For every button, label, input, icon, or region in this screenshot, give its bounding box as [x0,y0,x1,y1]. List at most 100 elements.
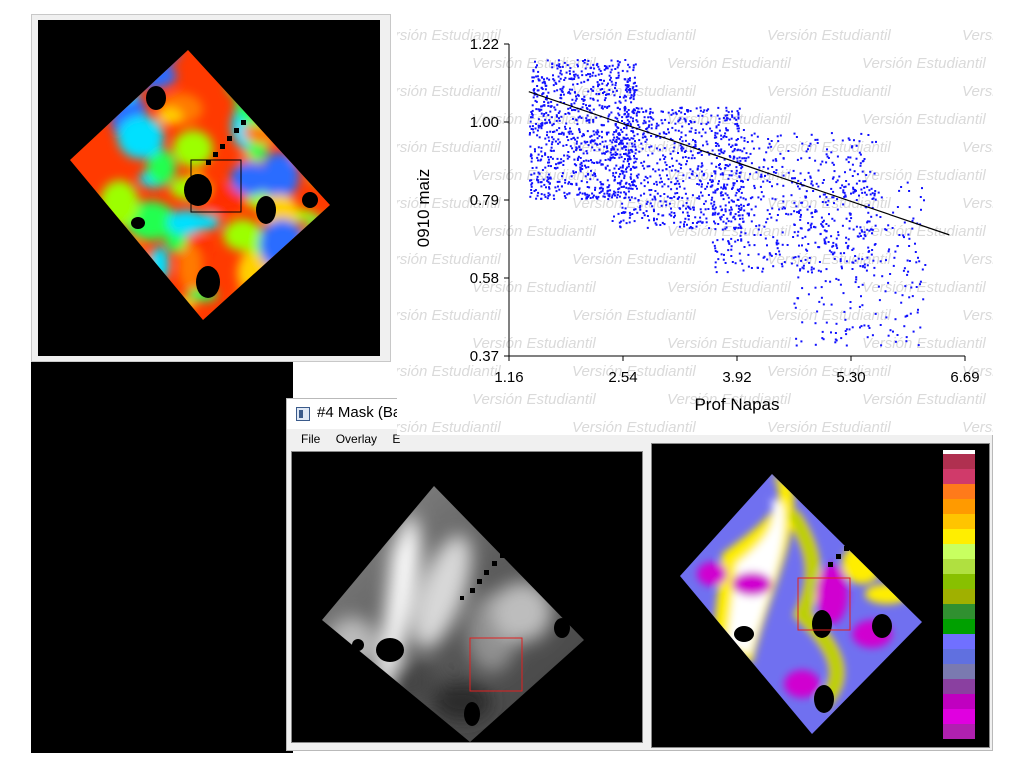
scatter-point [554,140,557,143]
scatter-point [591,192,594,195]
color-map-canvas[interactable] [38,20,380,356]
scatter-point [673,142,676,145]
scatter-point [618,100,621,103]
scatter-point [614,140,617,143]
scatter-point [585,197,588,200]
legend-swatch [943,619,975,634]
scatter-point [726,114,729,117]
scatter-point [912,330,915,333]
scatter-point [826,148,828,151]
scatter-point [763,255,766,258]
scatter-point [735,118,738,121]
scatter-point [740,167,743,170]
scatter-point [623,174,626,177]
scatter-point [822,219,825,222]
scatter-point [529,195,532,198]
watermark-text: Versión Estudiantil [667,55,791,72]
menu-edit[interactable]: E [392,432,401,446]
selection-box[interactable] [190,159,242,213]
scatter-point [562,93,565,96]
scatter-point [644,140,647,143]
scatter-point [592,130,595,133]
scatter-point [740,191,743,194]
scatter-point [625,170,628,173]
scatter-point [571,109,573,112]
scatter-point [665,204,668,207]
scatter-point [711,196,714,199]
scatter-point [540,193,543,196]
scatter-point [618,61,621,64]
scatter-point [561,175,563,178]
scatter-point [855,278,858,281]
scatter-point [792,169,795,172]
scatter-point [617,74,620,77]
scatter-point [767,167,770,170]
scatter-point [566,193,569,196]
scatter-point [635,85,638,88]
selection-box[interactable] [469,637,523,692]
scatter-point [604,167,607,170]
scatter-point [795,337,798,340]
scatter-point [653,219,655,222]
scatter-point [557,138,560,141]
scatter-point [861,160,864,163]
scatter-point [858,179,861,182]
scatter-point [885,259,887,262]
scatter-point [739,196,742,199]
scatter-point [842,189,845,192]
scatter-point [799,268,802,271]
scatter-point [547,101,550,104]
scatter-point [808,144,811,147]
scatter-point [627,84,630,87]
scatter-point [543,113,546,115]
scatter-point [568,181,571,184]
scatter-point [627,158,629,161]
grayscale-mask-pane[interactable] [291,451,643,743]
scatter-point [573,78,576,80]
scatter-point [694,132,697,134]
scatter-point [901,294,904,297]
scatter-point [576,59,579,62]
scatter-point [544,137,547,140]
scatter-point [737,211,740,213]
scatter-point [548,78,551,81]
scatter-point [793,132,796,135]
scatter-point [834,332,837,334]
scatter-point [610,111,613,114]
scatter-point [661,185,664,188]
legend-swatch [943,450,975,454]
menu-overlay[interactable]: Overlay [335,432,378,446]
scatter-point [618,114,621,117]
scatter-point [543,78,545,81]
scatter-point [801,237,804,240]
scatter-point [742,197,745,200]
scatter-point [608,169,611,172]
menu-file[interactable]: File [301,432,321,446]
scatter-point [534,189,537,191]
scatter-point [565,144,568,146]
scatter-point [573,158,576,161]
scatter-point [567,151,570,153]
scatter-point [633,91,636,94]
scatter-point [633,208,636,211]
selection-box[interactable] [797,577,851,631]
scatter-point [684,134,687,137]
scatter-point [656,135,659,138]
scatter-point [585,74,588,77]
scatter-point [546,131,549,134]
scatter-point [649,175,652,178]
watermark-text: Versión Estudiantil [572,363,696,380]
scatter-point [578,188,581,191]
classified-map-pane[interactable] [651,443,990,748]
scatter-point [795,344,798,347]
scatter-point [793,302,796,305]
scatter-point [860,325,863,328]
scatter-point [717,106,720,109]
scatter-point [614,81,617,84]
scatter-point [613,136,616,139]
scatter-point [832,190,835,193]
scatter-point [648,219,651,222]
scatter-point [835,244,838,247]
scatter-point [714,247,717,250]
scatter-point [871,141,874,144]
